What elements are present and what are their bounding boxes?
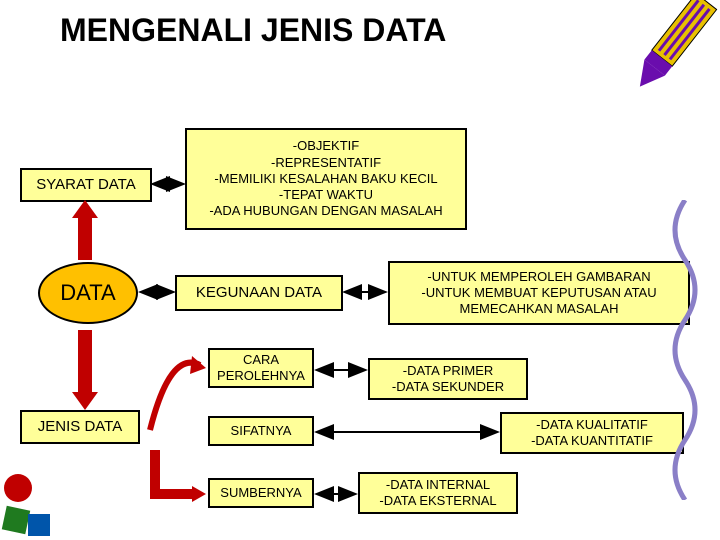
line: CARA: [243, 352, 279, 368]
line: -DATA SEKUNDER: [392, 379, 504, 395]
line: -DATA EKSTERNAL: [379, 493, 496, 509]
box-internal: -DATA INTERNAL -DATA EKSTERNAL: [358, 472, 518, 514]
shapes-decoration: [0, 470, 60, 540]
line: -OBJEKTIF: [293, 138, 359, 154]
line: -ADA HUBUNGAN DENGAN MASALAH: [209, 203, 442, 219]
box-kegunaan-detail: -UNTUK MEMPEROLEH GAMBARAN -UNTUK MEMBUA…: [388, 261, 690, 325]
line: -MEMILIKI KESALAHAN BAKU KECIL: [214, 171, 437, 187]
line: MEMECAHKAN MASALAH: [460, 301, 619, 317]
label: SIFATNYA: [231, 423, 292, 439]
label: KEGUNAAN DATA: [196, 284, 322, 303]
box-sumber: SUMBERNYA: [208, 478, 314, 508]
label: SYARAT DATA: [36, 176, 135, 195]
label: DATA: [60, 280, 115, 306]
line: -DATA KUALITATIF: [536, 417, 648, 433]
line: -DATA KUANTITATIF: [531, 433, 653, 449]
line: -TEPAT WAKTU: [279, 187, 373, 203]
line: -DATA INTERNAL: [386, 477, 490, 493]
line: -UNTUK MEMPEROLEH GAMBARAN: [427, 269, 650, 285]
box-primer: -DATA PRIMER -DATA SEKUNDER: [368, 358, 528, 400]
box-syarat-data: SYARAT DATA: [20, 168, 152, 202]
line: -REPRESENTATIF: [271, 155, 381, 171]
line: -DATA PRIMER: [403, 363, 494, 379]
swirl-decoration: [660, 200, 710, 500]
box-jenis-data: JENIS DATA: [20, 410, 140, 444]
box-kegunaan: KEGUNAAN DATA: [175, 275, 343, 311]
node-data: DATA: [38, 262, 138, 324]
page-title: MENGENALI JENIS DATA: [60, 12, 446, 49]
label: SUMBERNYA: [220, 485, 301, 501]
box-objektif: -OBJEKTIF -REPRESENTATIF -MEMILIKI KESAL…: [185, 128, 467, 230]
box-kualitatif: -DATA KUALITATIF -DATA KUANTITATIF: [500, 412, 684, 454]
box-cara: CARA PEROLEHNYA: [208, 348, 314, 388]
crayon-icon: [616, 0, 720, 120]
label: JENIS DATA: [38, 418, 122, 437]
line: PEROLEHNYA: [217, 368, 305, 384]
box-sifat: SIFATNYA: [208, 416, 314, 446]
line: -UNTUK MEMBUAT KEPUTUSAN ATAU: [421, 285, 656, 301]
